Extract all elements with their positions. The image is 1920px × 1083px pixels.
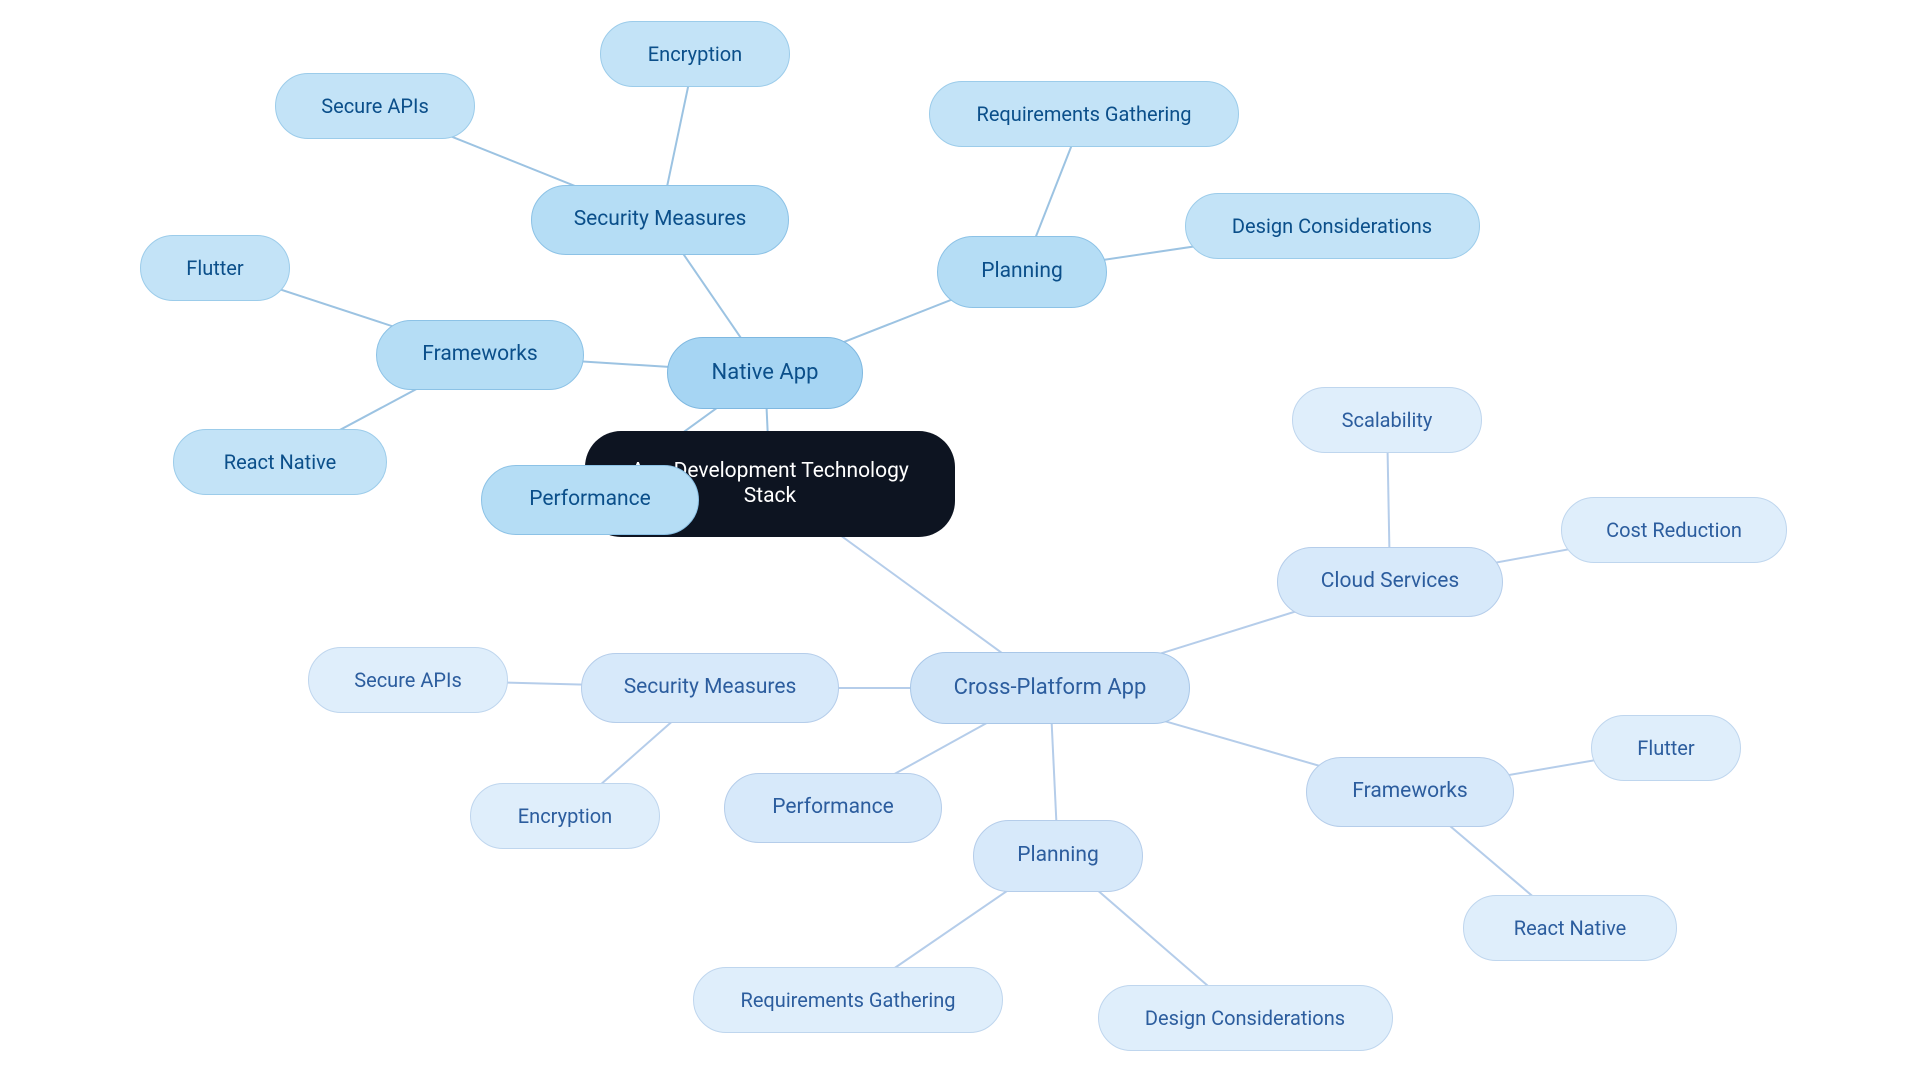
node-c_cloud: Cloud Services <box>1277 547 1503 617</box>
node-c_fw: Frameworks <box>1306 757 1514 827</box>
node-n_plan: Planning <box>937 236 1107 308</box>
node-c_plan: Planning <box>973 820 1143 892</box>
node-n_sec: Security Measures <box>531 185 789 255</box>
node-c_perf: Performance <box>724 773 942 843</box>
node-n_fw_flutter: Flutter <box>140 235 290 301</box>
node-n_plan_req: Requirements Gathering <box>929 81 1239 147</box>
node-n_fw: Frameworks <box>376 320 584 390</box>
mindmap-canvas: App Development Technology StackNative A… <box>0 0 1920 1083</box>
node-n_perf: Performance <box>481 465 699 535</box>
node-c_sec_api: Secure APIs <box>308 647 508 713</box>
node-c_plan_des: Design Considerations <box>1098 985 1393 1051</box>
node-c_sec_enc: Encryption <box>470 783 660 849</box>
node-cross: Cross-Platform App <box>910 652 1190 724</box>
node-n_plan_des: Design Considerations <box>1185 193 1480 259</box>
node-n_fw_rn: React Native <box>173 429 387 495</box>
node-c_fw_flutter: Flutter <box>1591 715 1741 781</box>
node-native: Native App <box>667 337 863 409</box>
node-c_plan_req: Requirements Gathering <box>693 967 1003 1033</box>
node-n_sec_api: Secure APIs <box>275 73 475 139</box>
node-c_sec: Security Measures <box>581 653 839 723</box>
node-c_cloud_scal: Scalability <box>1292 387 1482 453</box>
node-c_cloud_cost: Cost Reduction <box>1561 497 1787 563</box>
node-c_fw_rn: React Native <box>1463 895 1677 961</box>
node-n_sec_enc: Encryption <box>600 21 790 87</box>
